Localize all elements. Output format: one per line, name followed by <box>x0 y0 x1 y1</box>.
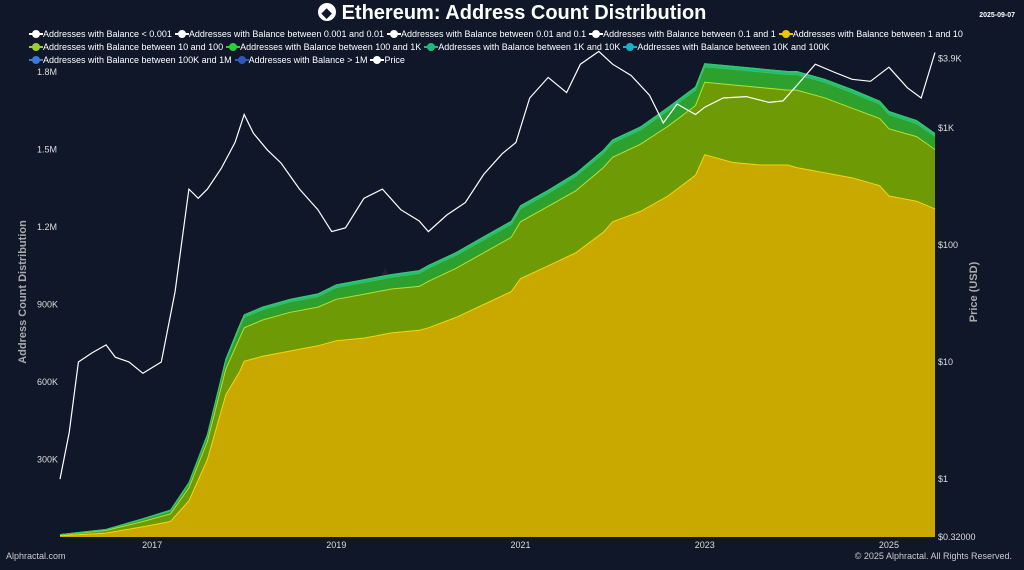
x-tick: 2019 <box>326 540 346 550</box>
legend-item[interactable]: Addresses with Balance between 0.001 and… <box>174 28 384 41</box>
date-label: 2025-09-07 <box>979 12 1015 19</box>
legend-label: Addresses with Balance between 1K and 10… <box>438 42 621 52</box>
legend-item[interactable]: Addresses with Balance between 1 and 10 <box>778 28 963 41</box>
footer-website: Alphractal.com <box>6 551 66 561</box>
legend-item[interactable]: Addresses with Balance between 1K and 10… <box>424 41 621 54</box>
legend-item[interactable]: Addresses with Balance between 100K and … <box>29 54 232 67</box>
series-edge-line <box>59 63 936 535</box>
y-tick-right: $3.9K <box>938 54 962 64</box>
legend-label: Addresses with Balance between 0.01 and … <box>400 29 587 39</box>
legend-item[interactable]: Addresses with Balance between 100 and 1… <box>226 41 422 54</box>
title-text: Ethereum: Address Count Distribution <box>341 2 707 24</box>
x-tick: 2021 <box>511 540 531 550</box>
legend-label: Addresses with Balance between 0.001 and… <box>188 29 384 39</box>
y-tick-right: $1K <box>938 123 954 133</box>
y-tick-right: $10 <box>938 357 953 367</box>
legend-marker-icon <box>234 56 249 64</box>
legend-item[interactable]: Addresses with Balance between 10K and 1… <box>623 41 830 54</box>
y-tick-right: $1 <box>938 474 948 484</box>
legend-marker-icon <box>29 43 43 51</box>
legend-marker-icon <box>29 30 43 38</box>
y-tick-left: 1.8M <box>37 67 57 77</box>
legend-label: Addresses with Balance between 100K and … <box>43 55 232 65</box>
footer-copyright: © 2025 Alphractal. All Rights Reserved. <box>854 551 1012 561</box>
y-tick-left: 1.2M <box>37 222 57 232</box>
series-edge-line <box>59 66 936 536</box>
legend-marker-icon <box>370 56 385 64</box>
legend-label: Price <box>384 55 405 65</box>
legend-label: Addresses with Balance between 100 and 1… <box>240 42 422 52</box>
x-tick: 2025 <box>879 540 899 550</box>
legend-item[interactable]: Addresses with Balance < 0.001 <box>29 28 172 41</box>
legend-marker-icon <box>589 30 604 38</box>
legend-marker-icon <box>29 56 43 64</box>
legend-marker-icon <box>623 43 638 51</box>
ethereum-logo-icon <box>317 1 336 25</box>
legend-item[interactable]: Addresses with Balance > 1M <box>234 54 368 67</box>
legend-marker-icon <box>424 43 439 51</box>
legend-label: Addresses with Balance < 0.001 <box>43 29 172 39</box>
y-tick-right: $100 <box>938 240 958 250</box>
y-axis-label-left: Address Count Distribution <box>17 220 29 364</box>
legend-marker-icon <box>778 30 793 38</box>
legend-marker-icon <box>386 30 401 38</box>
series-edge-line <box>59 154 936 537</box>
series-edge-line <box>59 81 936 536</box>
x-tick: 2017 <box>142 540 162 550</box>
y-tick-right: $0.32000 <box>938 532 976 542</box>
legend-item[interactable]: Addresses with Balance between 10 and 10… <box>29 41 224 54</box>
legend-marker-icon <box>226 43 241 51</box>
series-area <box>60 154 935 537</box>
price-line <box>59 50 936 480</box>
legend-label: Addresses with Balance between 0.1 and 1 <box>603 29 776 39</box>
legend-label: Addresses with Balance between 10K and 1… <box>637 42 830 52</box>
legend-item[interactable]: Addresses with Balance between 0.1 and 1 <box>589 28 776 41</box>
y-axis-label-right: Price (USD) <box>968 261 980 322</box>
y-tick-left: 600K <box>37 377 58 387</box>
y-tick-left: 1.5M <box>37 145 57 155</box>
legend-item[interactable]: Addresses with Balance between 0.01 and … <box>386 28 587 41</box>
legend-label: Addresses with Balance > 1M <box>248 55 368 65</box>
page-title: Ethereum: Address Count Distribution <box>0 0 1024 25</box>
x-tick: 2023 <box>695 540 715 550</box>
legend-marker-icon <box>174 30 189 38</box>
legend-label: Addresses with Balance between 10 and 10… <box>43 42 224 52</box>
legend: Addresses with Balance < 0.001 Addresses … <box>29 28 1002 67</box>
y-tick-left: 300K <box>37 455 58 465</box>
legend-item[interactable]: Price <box>370 54 405 67</box>
legend-label: Addresses with Balance between 1 and 10 <box>792 29 963 39</box>
y-tick-left: 900K <box>37 300 58 310</box>
